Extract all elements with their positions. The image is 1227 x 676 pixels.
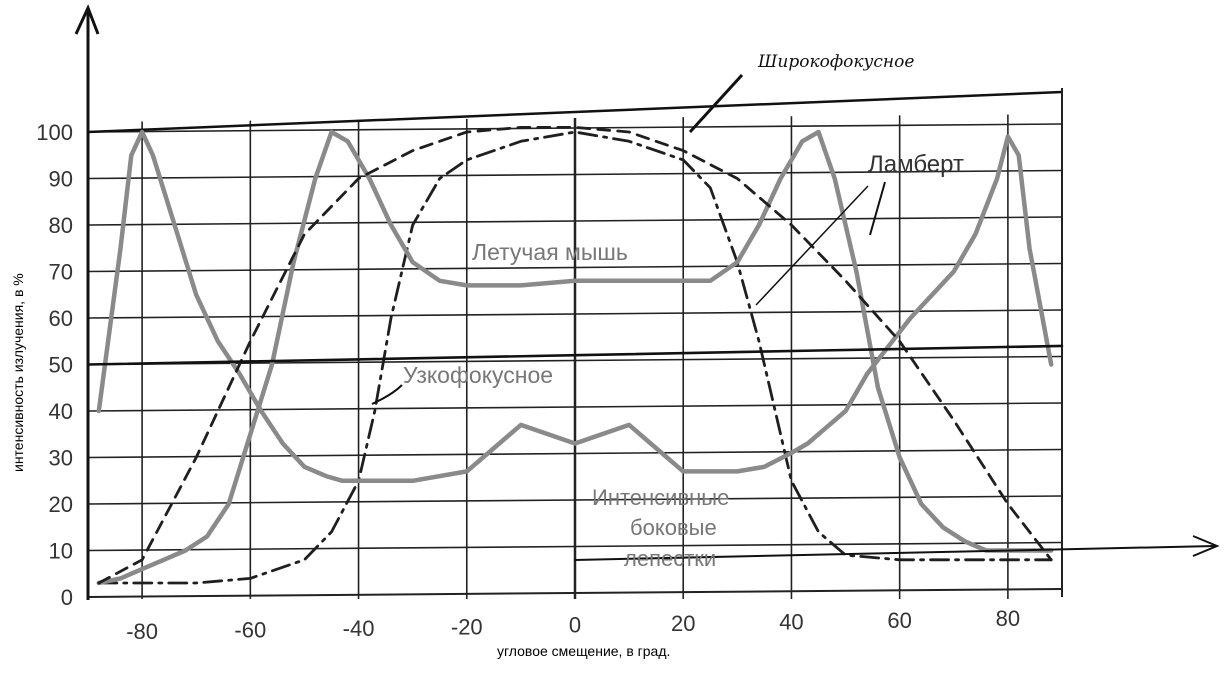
plot-border-top [87,90,1063,134]
annotation-side-lobes-1: Интенсивные [592,485,729,510]
annotation-side-lobes-2: боковые [630,515,717,540]
x-tick-label: -20 [451,614,483,639]
y-tick-label: 90 [49,167,73,192]
axes [74,4,1220,600]
x-tick-label: 0 [569,613,581,638]
annotation-narrow-focus: Узкофокусное [403,362,553,388]
x-tick-label: 20 [671,611,695,636]
x-axis-title: угловое смещение, в град. [497,643,670,659]
y-tick-labels: 0 10 20 30 40 50 60 70 80 90 100 [36,120,73,610]
x-tick-label: -40 [343,616,375,641]
x-tick-labels: -80 -60 -40 -20 0 20 40 60 80 [126,606,1020,644]
x-axis-arrow [574,545,1216,561]
annotation-bat-wing: Летучая мышь [472,239,628,265]
annotation-lambert: Ламберт [868,151,964,178]
y-axis-title: интенсивность излучения, в % [10,273,26,472]
x-tick-label: -60 [234,618,266,643]
series-line [86,344,1064,366]
y-tick-label: 10 [49,539,73,564]
leader-narrow-focus [371,384,403,405]
y-tick-label: 50 [49,353,73,378]
series-layer [86,126,1064,586]
x-tick-label: -80 [126,619,158,644]
y-tick-label: 30 [49,446,73,471]
x-axis-arrowhead [1192,535,1220,557]
annotations: Широкофокусное Ламберт Летучая мышь Узко… [371,52,964,571]
series-line [97,130,1053,585]
x-tick-label: 60 [887,608,911,633]
y-tick-label: 20 [49,492,73,517]
series-line [96,129,1054,586]
y-tick-label: 70 [49,260,73,285]
series-line [96,129,1054,484]
x-tick-label: 80 [996,606,1020,631]
y-tick-label: 0 [61,585,73,610]
leader-lambert-2 [755,185,869,306]
leader-lambert-1 [869,181,886,236]
y-axis-arrowhead [74,4,100,35]
annotation-wide-focus: Широкофокусное [757,52,914,72]
series-line [97,126,1053,585]
x-tick-label: 40 [779,609,803,634]
leader-wide-focus [688,73,744,134]
y-tick-label: 60 [49,306,73,331]
y-tick-label: 80 [49,213,73,238]
y-tick-label: 100 [36,120,73,145]
annotation-side-lobes-3: лепестки [624,546,716,571]
y-tick-label: 40 [49,399,73,424]
